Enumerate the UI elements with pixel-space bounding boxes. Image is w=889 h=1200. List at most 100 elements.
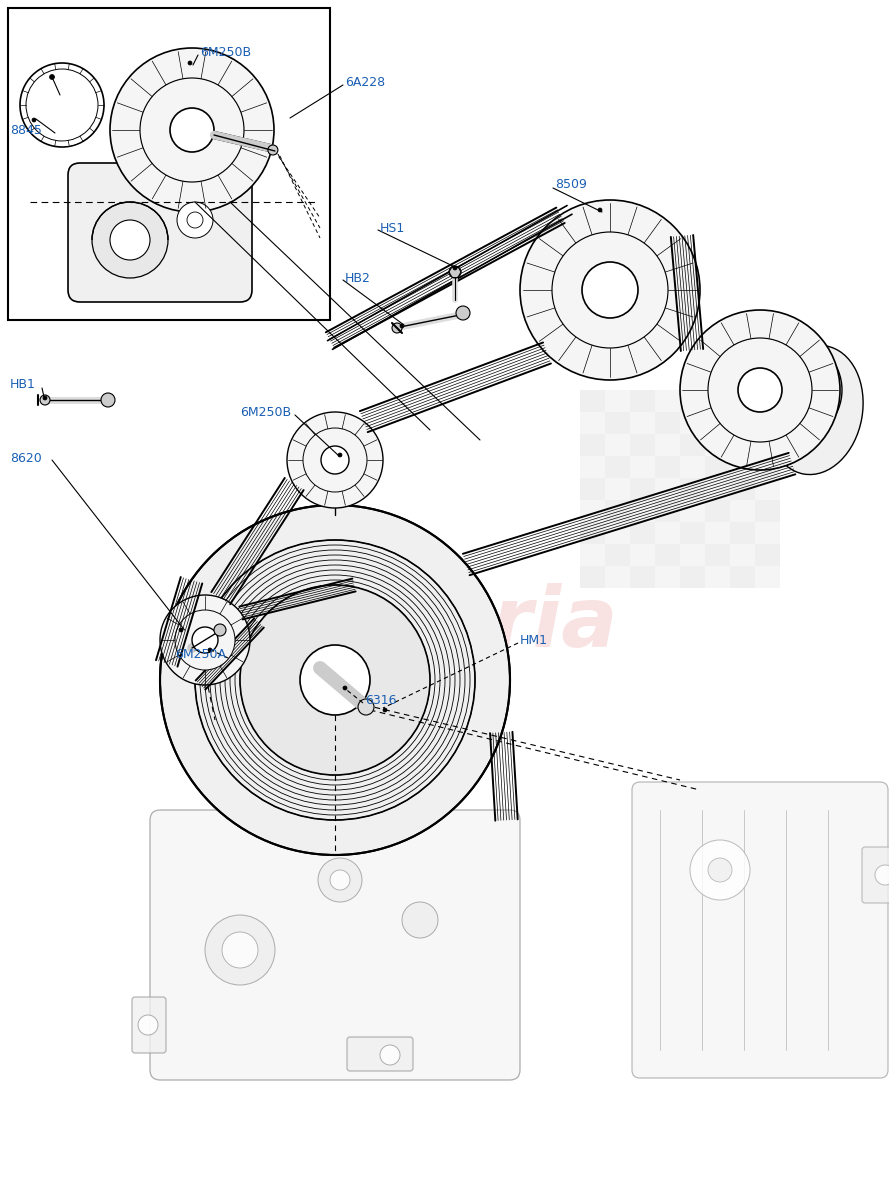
Circle shape <box>160 505 510 854</box>
Circle shape <box>43 396 47 400</box>
Bar <box>705 478 730 500</box>
Circle shape <box>300 646 370 715</box>
Bar <box>580 522 605 544</box>
Bar <box>755 456 780 478</box>
Bar <box>8 8 330 320</box>
Bar <box>630 390 655 412</box>
Circle shape <box>392 323 402 332</box>
Bar <box>580 478 605 500</box>
Circle shape <box>50 74 54 79</box>
Bar <box>730 390 755 412</box>
Bar <box>580 390 605 412</box>
Text: scuderia: scuderia <box>218 583 618 665</box>
Circle shape <box>708 338 812 442</box>
Bar <box>705 456 730 478</box>
Bar <box>605 544 630 566</box>
Bar <box>605 500 630 522</box>
Bar <box>630 456 655 478</box>
Circle shape <box>177 202 213 238</box>
Bar <box>655 434 680 456</box>
Bar <box>655 390 680 412</box>
Bar <box>655 522 680 544</box>
Bar <box>580 412 605 434</box>
Circle shape <box>738 338 842 442</box>
Bar <box>730 544 755 566</box>
Bar <box>605 434 630 456</box>
Circle shape <box>110 220 150 260</box>
Circle shape <box>32 118 36 122</box>
Bar <box>630 412 655 434</box>
Text: 6316: 6316 <box>365 694 396 707</box>
Bar <box>705 544 730 566</box>
Text: 6M250B: 6M250B <box>240 406 291 419</box>
Circle shape <box>110 48 274 212</box>
Text: 6M250A: 6M250A <box>175 648 226 661</box>
Circle shape <box>170 108 214 152</box>
Bar <box>580 456 605 478</box>
Circle shape <box>380 1045 400 1066</box>
Bar <box>630 500 655 522</box>
Bar <box>630 566 655 588</box>
Circle shape <box>321 446 349 474</box>
Bar <box>655 412 680 434</box>
Circle shape <box>205 914 275 985</box>
Circle shape <box>268 145 278 155</box>
Bar <box>680 390 705 412</box>
Bar <box>730 456 755 478</box>
Circle shape <box>188 61 192 65</box>
FancyBboxPatch shape <box>68 163 252 302</box>
Bar <box>730 566 755 588</box>
Bar <box>755 566 780 588</box>
Circle shape <box>330 870 350 890</box>
Circle shape <box>214 624 226 636</box>
Text: 8845: 8845 <box>10 124 42 137</box>
Bar <box>605 412 630 434</box>
Bar <box>630 434 655 456</box>
Circle shape <box>192 626 218 653</box>
Circle shape <box>240 584 430 775</box>
Bar <box>580 500 605 522</box>
Bar <box>730 500 755 522</box>
Bar <box>705 566 730 588</box>
Bar <box>655 500 680 522</box>
Text: HS1: HS1 <box>380 222 405 234</box>
Circle shape <box>26 68 98 140</box>
Bar <box>655 566 680 588</box>
Circle shape <box>400 324 404 328</box>
Bar <box>605 390 630 412</box>
Bar <box>755 500 780 522</box>
Circle shape <box>92 202 168 278</box>
Text: 8620: 8620 <box>10 451 42 464</box>
Bar <box>580 566 605 588</box>
Bar <box>680 544 705 566</box>
Bar <box>605 522 630 544</box>
Bar <box>580 434 605 456</box>
Circle shape <box>358 698 374 715</box>
Bar <box>730 412 755 434</box>
Bar <box>755 544 780 566</box>
Circle shape <box>552 232 668 348</box>
Circle shape <box>690 840 750 900</box>
Bar <box>630 522 655 544</box>
Text: HB2: HB2 <box>345 271 371 284</box>
Circle shape <box>343 686 347 690</box>
Circle shape <box>331 456 339 464</box>
Bar <box>630 478 655 500</box>
Circle shape <box>582 262 638 318</box>
Bar <box>655 478 680 500</box>
Circle shape <box>456 306 470 320</box>
Circle shape <box>318 858 362 902</box>
Bar <box>630 544 655 566</box>
Circle shape <box>680 310 840 470</box>
Bar <box>680 412 705 434</box>
Circle shape <box>708 858 732 882</box>
Bar <box>705 434 730 456</box>
Bar <box>755 434 780 456</box>
FancyBboxPatch shape <box>150 810 520 1080</box>
Bar <box>580 544 605 566</box>
Bar <box>755 390 780 412</box>
Bar <box>680 522 705 544</box>
Circle shape <box>101 392 115 407</box>
FancyBboxPatch shape <box>862 847 889 902</box>
Bar <box>730 434 755 456</box>
